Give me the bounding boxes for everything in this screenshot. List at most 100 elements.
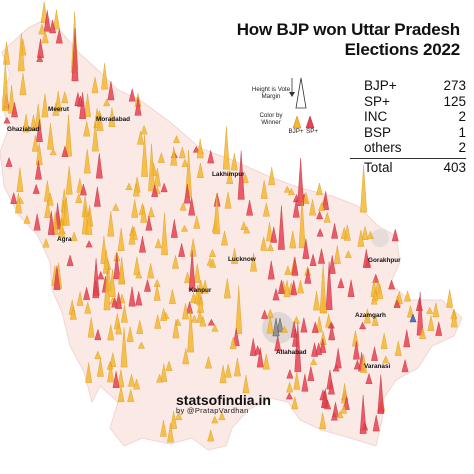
- constituency-spike-bjp: [293, 372, 301, 390]
- constituency-spike-bjp: [46, 192, 54, 206]
- tally-row-bjp: BJP+ 273: [350, 78, 466, 94]
- constituency-spike-sp: [246, 200, 253, 216]
- constituency-spike-sp: [302, 238, 310, 259]
- constituency-spike-bjp: [189, 238, 197, 257]
- constituency-spike-sp: [207, 318, 215, 326]
- constituency-spike-bjp: [172, 319, 180, 339]
- constituency-spike-sp: [32, 183, 40, 194]
- constituency-spike-bjp: [53, 9, 60, 30]
- uttar-pradesh-outline: [0, 17, 463, 451]
- constituency-spike-inc: [409, 313, 417, 323]
- constituency-spike-bjp: [180, 225, 188, 232]
- constituency-spike-sp: [83, 287, 91, 300]
- constituency-spike-bjp: [15, 192, 22, 214]
- constituency-spike-sp: [107, 81, 115, 101]
- constituency-spike-sp: [34, 160, 42, 180]
- constituency-spike-sp: [274, 335, 282, 352]
- constituency-spike-bjp: [38, 23, 46, 35]
- constituency-spike-sp: [95, 153, 103, 179]
- constituency-spike-sp: [309, 253, 317, 266]
- constituency-spike-bjp: [137, 131, 144, 145]
- constituency-spike-bjp: [260, 180, 268, 199]
- constituency-spike-sp: [291, 256, 299, 276]
- constituency-spike-bjp: [407, 305, 414, 318]
- constituency-spike-bjp: [363, 308, 371, 324]
- constituency-spike-sp: [128, 88, 136, 102]
- constituency-spike-bjp: [148, 143, 155, 192]
- constituency-spike-bjp: [132, 183, 140, 197]
- constituency-spike-sp: [347, 279, 355, 297]
- constituency-spike-bjp: [313, 291, 320, 311]
- constituency-spike-sp: [307, 366, 315, 381]
- constituency-spike-bjp: [107, 362, 114, 383]
- constituency-spike-bjp: [394, 340, 402, 356]
- constituency-spike-bjp: [61, 90, 69, 104]
- constituency-spike-bjp: [260, 236, 268, 251]
- constituency-spike-sp: [207, 150, 215, 164]
- constituency-spike-bjp: [84, 301, 92, 314]
- constituency-spike-bjp: [284, 265, 292, 275]
- constituency-spike-sp: [391, 228, 399, 242]
- constituency-spike-bjp: [343, 224, 351, 241]
- constituency-spike-sp: [328, 380, 335, 395]
- constituency-spike-sp: [294, 322, 302, 372]
- constituency-spike-bjp: [133, 256, 141, 276]
- constituency-spike-bjp: [96, 358, 104, 377]
- constituency-spike-bjp: [286, 381, 294, 393]
- constituency-spike-bjp: [184, 271, 191, 284]
- constituency-spike-sp: [160, 182, 168, 193]
- constituency-spike-bjp: [85, 362, 93, 383]
- constituency-spike-bjp: [404, 290, 411, 302]
- constituency-spike-bjp: [230, 152, 238, 171]
- constituency-spike-bjp: [309, 199, 316, 216]
- seat-tally: BJP+ 273 SP+ 125 INC 2 BSP 1 others 2 To…: [350, 78, 466, 175]
- constituency-spike-sp: [388, 279, 396, 290]
- city-label-lucknow: Lucknow: [228, 256, 256, 263]
- city-label-azamgarh: Azamgarh: [355, 312, 386, 319]
- constituency-spike-sp: [139, 236, 146, 253]
- constituency-spike-bjp: [157, 151, 165, 163]
- constituency-spike-bjp: [44, 200, 52, 218]
- constituency-spike-bjp: [41, 30, 49, 44]
- constituency-spike-bjp: [213, 193, 221, 235]
- constituency-spike-bjp: [222, 126, 230, 170]
- constituency-spike-bjp: [52, 102, 60, 116]
- constituency-spike-bjp: [281, 325, 288, 333]
- constituency-spike-sp: [151, 184, 159, 197]
- constituency-spike-bjp: [154, 314, 162, 329]
- constituency-spike-sp: [61, 145, 69, 157]
- constituency-spike-sp: [188, 197, 196, 216]
- constituency-spike-bjp: [316, 182, 323, 196]
- constituency-spike-sp: [71, 28, 79, 82]
- city-label-gorakhpur: Gorakhpur: [368, 257, 401, 264]
- constituency-spike-bjp: [62, 197, 70, 226]
- constituency-spike-bjp: [102, 250, 110, 274]
- constituency-spike-bjp: [58, 218, 66, 238]
- constituency-spike-bjp: [117, 386, 125, 403]
- party-seats: 273: [443, 78, 466, 93]
- constituency-spike-bjp: [87, 317, 95, 338]
- constituency-spike-bjp: [167, 423, 174, 443]
- constituency-spike-bjp: [1, 60, 9, 111]
- constituency-spike-sp: [324, 399, 332, 410]
- legend-sp-label: SP+: [306, 128, 318, 135]
- constituency-spike-sp: [278, 205, 285, 250]
- constituency-spike-sp: [371, 346, 378, 361]
- constituency-spike-bjp: [233, 357, 241, 377]
- city-label-lakhimpur: Lakhimpur: [212, 171, 245, 178]
- constituency-spike-bjp: [137, 341, 145, 349]
- constituency-spike-sp: [301, 373, 309, 392]
- constituency-spike-bjp: [96, 112, 104, 131]
- constituency-spike-sp: [401, 359, 409, 373]
- constituency-spike-sp: [331, 223, 339, 239]
- constituency-spike-bjp: [446, 289, 454, 308]
- constituency-spike-sp: [328, 324, 336, 341]
- constituency-spike-sp: [270, 226, 278, 243]
- constituency-spike-bjp: [125, 182, 133, 190]
- constituency-spike-bjp: [173, 135, 181, 143]
- constituency-spike-bjp: [65, 166, 73, 195]
- constituency-spike-sp: [92, 280, 100, 299]
- constituency-spike-sp: [311, 342, 318, 357]
- constituency-spike-sp: [325, 261, 333, 310]
- constituency-spike-sp: [322, 191, 330, 210]
